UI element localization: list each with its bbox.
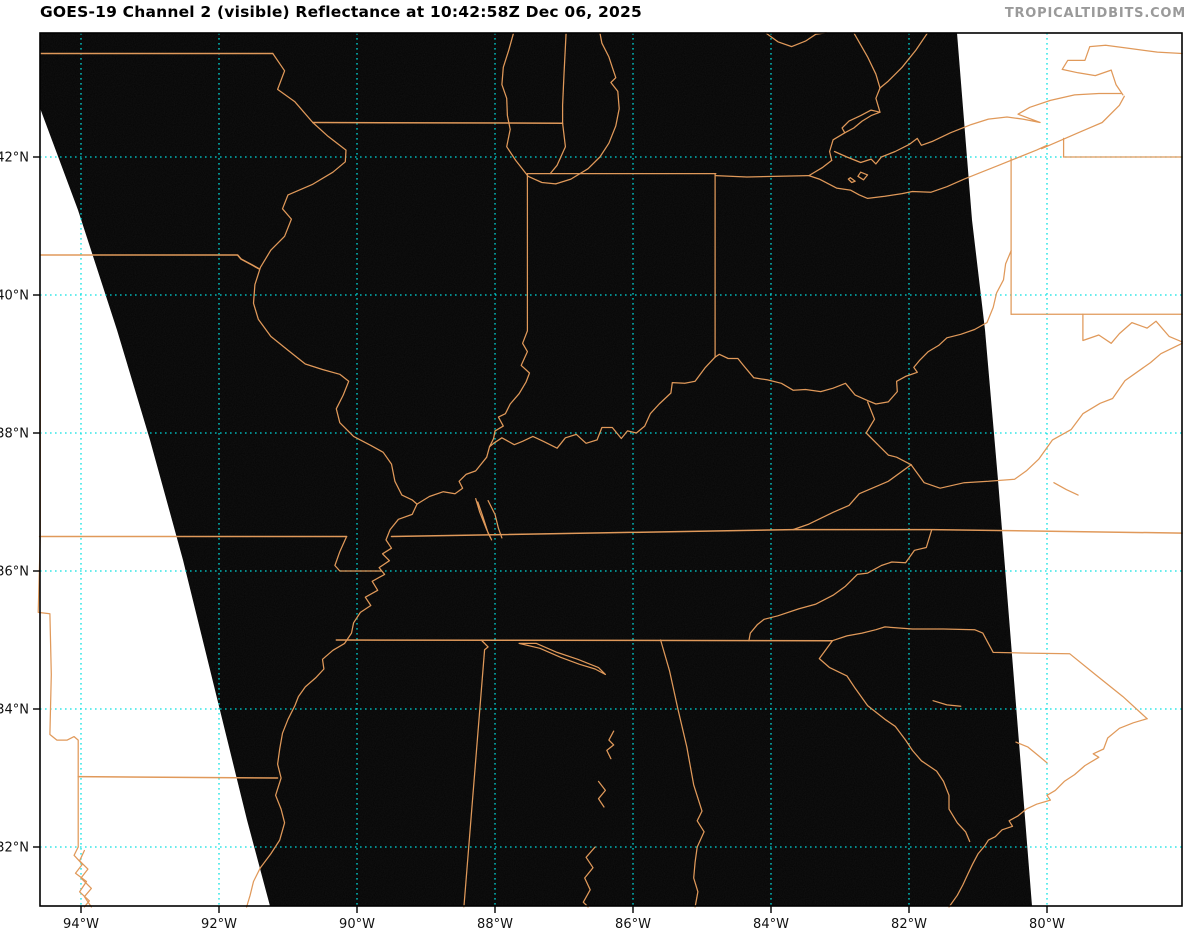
bass-islands xyxy=(847,177,856,184)
lake-erie-north-shore xyxy=(833,92,1123,165)
lat-tick-label: 40°N xyxy=(0,289,29,304)
axis-labels: 42°N 40°N 38°N 36°N 34°N 32°N 94°W 92°W 90°W 88°W… xyxy=(0,151,1065,929)
lake-michigan-east-shore xyxy=(555,32,620,185)
lon-tick-label: 84°W xyxy=(753,917,789,929)
page-title: GOES-19 Channel 2 (visible) Reflectance … xyxy=(40,3,642,21)
michigan-ohio-border xyxy=(715,174,810,178)
tennessee-north-carolina-border xyxy=(748,528,933,642)
lake-huron-michigan-shore xyxy=(853,32,881,89)
kentucky-virginia-border xyxy=(792,464,912,531)
georgia-south-carolina-savannah xyxy=(818,640,971,843)
lake-st-clair xyxy=(841,109,881,134)
atlantic-coastline xyxy=(948,718,1148,908)
lake-huron-ontario-shore xyxy=(879,32,929,89)
mississippi-river-upper xyxy=(252,52,418,505)
lake-ontario-west-shore xyxy=(1061,44,1183,77)
lat-tick-label: 32°N xyxy=(0,841,29,856)
kentucky-west-virginia-border xyxy=(865,401,912,466)
ohio-river xyxy=(416,250,1012,505)
lon-tick-label: 90°W xyxy=(339,917,375,929)
alabama-georgia-border xyxy=(659,639,705,908)
wisconsin-illinois-border xyxy=(312,121,564,124)
detroit-river xyxy=(828,132,846,162)
mississippi-alabama-border xyxy=(463,639,489,908)
coosa-lakes xyxy=(606,730,615,760)
arkansas-west-border xyxy=(37,535,79,778)
missouri-bootheel xyxy=(334,535,382,572)
lake-murray xyxy=(932,700,962,707)
niagara-river xyxy=(1110,69,1124,96)
graticule xyxy=(40,33,1182,906)
lake-barkley xyxy=(487,499,503,539)
illinois-indiana-wabash xyxy=(488,172,531,448)
tennessee-south-border xyxy=(335,639,834,642)
mitchell-lake xyxy=(597,780,607,808)
st-clair-river xyxy=(875,87,881,113)
lon-tick-label: 82°W xyxy=(891,917,927,929)
lake-michigan-state-line xyxy=(549,32,567,175)
lat-tick-label: 42°N xyxy=(0,151,29,166)
iowa-missouri-border xyxy=(39,254,260,270)
pelee-island xyxy=(857,171,869,181)
lat-tick-label: 34°N xyxy=(0,703,29,718)
saginaw-bay-shore xyxy=(764,32,827,48)
lon-tick-label: 86°W xyxy=(615,917,651,929)
state-borders-layer xyxy=(37,32,1183,908)
smith-mountain-lake xyxy=(1053,482,1079,496)
lake-erie-south-shore xyxy=(808,95,1125,200)
lake-marion xyxy=(1015,741,1048,764)
wheeler-lake xyxy=(518,642,607,676)
arkansas-louisiana-border xyxy=(77,775,279,779)
plot-frame xyxy=(39,32,1183,907)
lon-tick-label: 92°W xyxy=(201,917,237,929)
maryland-west-virginia-potomac xyxy=(1082,313,1183,344)
watermark-brand: TROPICALTIDBITS.COM xyxy=(1004,6,1186,21)
toledo-bend-shore xyxy=(78,849,93,908)
lon-tick-label: 88°W xyxy=(477,917,513,929)
lon-tick-label: 80°W xyxy=(1029,917,1065,929)
alabama-river xyxy=(582,846,596,908)
kentucky-tennessee-virginia-line xyxy=(390,528,1183,538)
north-carolina-south-carolina-border xyxy=(831,626,1148,720)
lat-tick-label: 38°N xyxy=(0,427,29,442)
kentucky-lake xyxy=(475,497,493,541)
mississippi-river-lower xyxy=(245,503,418,908)
lake-michigan-west-shore xyxy=(501,32,557,185)
lon-tick-label: 94°W xyxy=(63,917,99,929)
west-virginia-virginia-border xyxy=(910,342,1183,489)
lat-tick-label: 36°N xyxy=(0,565,29,580)
